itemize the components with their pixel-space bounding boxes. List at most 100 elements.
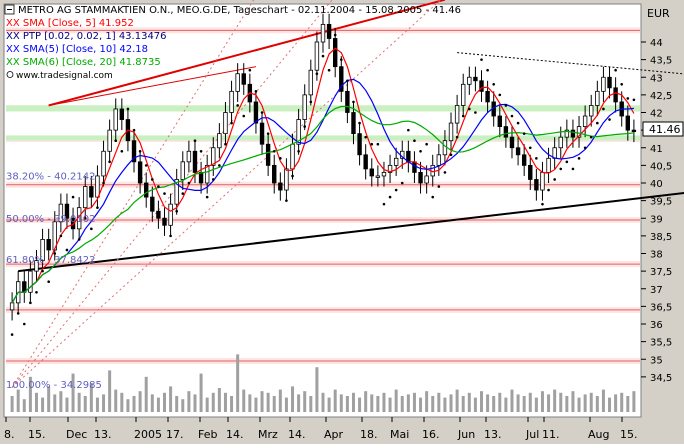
sar-dot — [236, 104, 239, 107]
volume-bar — [193, 394, 197, 412]
candle — [625, 115, 631, 131]
sar-dot — [547, 188, 550, 192]
candle — [509, 136, 515, 149]
volume-bar — [260, 391, 264, 412]
sar-dot — [47, 280, 50, 284]
candle — [253, 101, 259, 124]
legend-item-sma10[interactable]: XX SMA(5) [Close, 10] 42.18 — [6, 44, 148, 55]
fan-line — [11, 0, 255, 388]
volume-bar — [303, 391, 307, 412]
sar-dot — [388, 195, 392, 199]
sar-dot — [303, 125, 307, 128]
volume-bar — [595, 396, 599, 412]
y-tick-label: 38,5 — [650, 232, 672, 243]
volume-bar — [620, 392, 624, 412]
legend-item-sma5[interactable]: XX SMA [Close, 5] 41.952 — [6, 18, 134, 29]
sma5-line — [11, 47, 635, 304]
sar-dot — [90, 227, 93, 231]
sma20-line — [11, 105, 634, 304]
sar-dot — [71, 195, 75, 199]
x-tick-label: 16. — [422, 428, 440, 441]
sar-dot — [596, 121, 599, 125]
level-band-green — [6, 135, 640, 141]
y-tick-label: 39 — [650, 214, 663, 225]
volume-bar — [358, 397, 362, 412]
volume-bar — [248, 394, 252, 412]
x-tick-label: 18. — [360, 428, 378, 441]
x-tick-label: Jun — [457, 428, 475, 441]
volume-bar — [589, 392, 593, 412]
sar-dot — [589, 135, 593, 139]
sar-dot — [230, 121, 233, 125]
volume-bar — [126, 399, 130, 412]
y-tick-label: 36 — [650, 320, 663, 331]
sar-dot — [407, 128, 410, 132]
volume-bar — [223, 392, 227, 412]
x-tick-label: Mai — [390, 428, 409, 441]
volume-bar — [236, 354, 240, 412]
volume-bar — [315, 367, 319, 412]
sar-dot — [522, 132, 526, 135]
candle — [156, 210, 161, 219]
volume-bar — [461, 396, 465, 412]
sar-dot — [297, 149, 300, 153]
volume-bar — [10, 396, 14, 412]
candle — [570, 129, 576, 138]
sar-dot — [53, 252, 57, 255]
sar-dot — [266, 132, 270, 135]
volume-bar — [571, 391, 575, 412]
candle — [198, 172, 204, 184]
sar-dot — [151, 178, 154, 181]
sar-dot — [382, 202, 386, 206]
sar-dot — [492, 83, 495, 86]
volume-bar — [455, 389, 459, 412]
sar-dot — [400, 181, 404, 185]
sar-dot — [77, 238, 81, 241]
volume-bar — [376, 396, 380, 412]
y-tick-label: 40,5 — [650, 161, 672, 172]
legend-item-ptp[interactable]: XX PTP [0.02, 0.02, 1] 43.13476 — [6, 31, 167, 42]
candle — [326, 23, 332, 39]
sar-dot — [29, 301, 32, 305]
volume-bar — [120, 392, 124, 412]
sar-dot — [102, 181, 105, 185]
volume-bar — [77, 392, 81, 412]
fib-label: 38.20% - 40.2142 — [6, 171, 95, 182]
sar-dot — [510, 114, 514, 118]
candle — [284, 168, 289, 191]
x-tick-label: 13. — [94, 428, 112, 441]
candle — [144, 182, 149, 198]
volume-bar — [144, 376, 148, 412]
candle — [613, 87, 618, 103]
candle — [375, 175, 381, 178]
sar-dot — [608, 118, 611, 121]
globe-icon — [6, 71, 14, 78]
legend-item-sma20[interactable]: XX SMA(6) [Close, 20] 41.8735 — [6, 57, 161, 68]
volume-bar — [34, 392, 38, 412]
sar-dot — [449, 153, 453, 157]
y-tick-label: 43,5 — [650, 56, 672, 67]
candle — [369, 168, 374, 177]
sar-dot — [370, 142, 374, 146]
sar-dot — [96, 206, 99, 209]
candle — [217, 133, 222, 149]
sar-dot — [83, 216, 87, 220]
candle — [113, 108, 118, 131]
volume-bar — [254, 397, 258, 412]
volume-bar — [291, 386, 295, 412]
candle — [497, 115, 502, 128]
candle — [290, 143, 295, 170]
volume-bar — [559, 392, 563, 412]
volume-bar — [394, 389, 398, 412]
sar-dot — [199, 149, 203, 153]
sar-dot — [583, 146, 587, 150]
candle — [296, 119, 301, 145]
volume-bar — [449, 394, 453, 412]
sar-dot — [272, 149, 276, 153]
volume-bar — [388, 397, 392, 412]
volume-bar — [321, 392, 325, 412]
volume-bar — [480, 391, 483, 412]
y-tick-label: 37,5 — [650, 267, 672, 278]
volume-bar — [242, 389, 246, 412]
sar-dot — [480, 58, 483, 61]
